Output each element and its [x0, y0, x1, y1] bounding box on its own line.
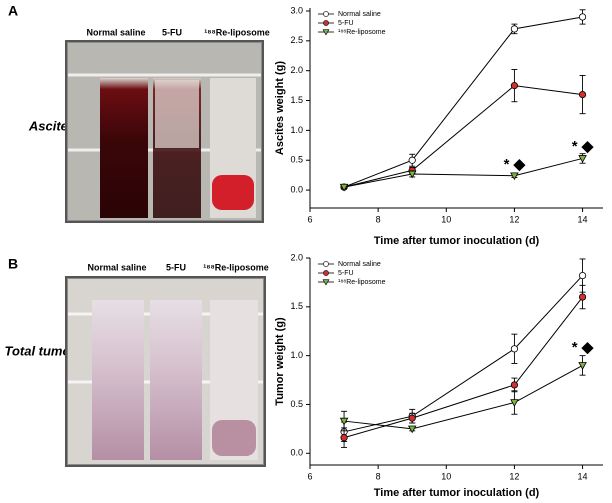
data-point [578, 13, 587, 21]
x-tick-label: 8 [376, 471, 381, 481]
y-tick-label: 2.5 [290, 35, 303, 45]
data-point [578, 155, 587, 163]
x-axis-label: Time after tumor inoculation (d) [374, 487, 540, 499]
legend-label: ¹⁸⁸Re-liposome [338, 29, 386, 36]
photo [65, 40, 264, 223]
y-tick-label: 0.5 [290, 399, 303, 409]
x-tick-label: 12 [509, 471, 519, 481]
x-tick-label: 6 [307, 471, 312, 481]
y-tick-label: 0.5 [290, 155, 303, 165]
legend-label: Normal saline [338, 261, 381, 268]
x-axis-label: Time after tumor inoculation (d) [374, 235, 540, 247]
y-tick-label: 0.0 [290, 184, 303, 194]
annotation: * ◆ [572, 339, 594, 356]
x-tick-label: 12 [509, 214, 519, 224]
x-tick-label: 14 [578, 471, 588, 481]
data-point [578, 271, 587, 280]
data-point [408, 156, 416, 164]
legend-label: 5-FU [338, 20, 354, 27]
y-tick-label: 2.0 [290, 252, 303, 262]
y-axis-label: Tumor weight (g) [274, 317, 286, 406]
tube-label: ¹⁸⁸Re-liposome [204, 27, 270, 37]
annotation: * ◆ [572, 138, 594, 155]
x-tick-label: 10 [441, 471, 451, 481]
series-line [343, 85, 583, 188]
series-line [344, 364, 583, 430]
legend-marker [322, 29, 330, 36]
series-line [343, 275, 583, 433]
data-point [339, 417, 349, 426]
y-tick-label: 0.0 [290, 448, 303, 458]
data-point [510, 381, 519, 389]
y-tick-label: 1.0 [290, 350, 303, 360]
legend-marker [322, 279, 330, 286]
x-tick-label: 10 [441, 214, 451, 224]
legend-marker [323, 20, 329, 26]
legend-marker [323, 261, 329, 267]
x-tick-label: 8 [376, 214, 381, 224]
y-tick-label: 2.0 [290, 65, 303, 75]
tube-label: 5-FU [162, 27, 182, 37]
data-point [339, 183, 349, 192]
y-tick-label: 1.0 [290, 125, 303, 135]
data-point [408, 414, 416, 422]
data-point [510, 82, 519, 90]
panel-label: B [8, 256, 18, 272]
tube-label: 5-FU [166, 262, 186, 272]
data-point [510, 25, 519, 33]
data-point [510, 345, 519, 353]
series-line [343, 16, 583, 188]
y-axis-label: Ascites weight (g) [274, 61, 286, 155]
x-tick-label: 14 [578, 214, 588, 224]
y-tick-label: 1.5 [290, 95, 303, 105]
x-tick-label: 6 [307, 214, 312, 224]
legend-label: 5-FU [338, 270, 354, 277]
legend-marker [323, 270, 329, 276]
row-label: Total tumor [4, 343, 76, 358]
legend-label: Normal saline [338, 11, 381, 18]
annotation: * ◆ [504, 156, 526, 173]
tube-label: ¹⁸⁸Re-liposome [203, 262, 269, 272]
series-line [343, 157, 583, 188]
data-point [407, 170, 417, 179]
data-point [340, 434, 348, 442]
data-point [407, 425, 417, 434]
data-point [578, 293, 587, 301]
data-point [578, 90, 587, 99]
panel-label: A [8, 3, 18, 19]
data-point [510, 399, 519, 407]
photo [65, 276, 266, 467]
data-point [578, 362, 587, 370]
y-tick-label: 3.0 [290, 5, 303, 15]
legend-marker [323, 11, 329, 17]
tube-label: Normal saline [86, 27, 145, 37]
y-tick-label: 1.5 [290, 301, 303, 311]
series-line [343, 296, 583, 439]
data-point [510, 172, 519, 181]
legend-label: ¹⁸⁸Re-liposome [338, 279, 386, 286]
row-label: Ascites [28, 118, 75, 133]
tube-label: Normal saline [87, 262, 146, 272]
